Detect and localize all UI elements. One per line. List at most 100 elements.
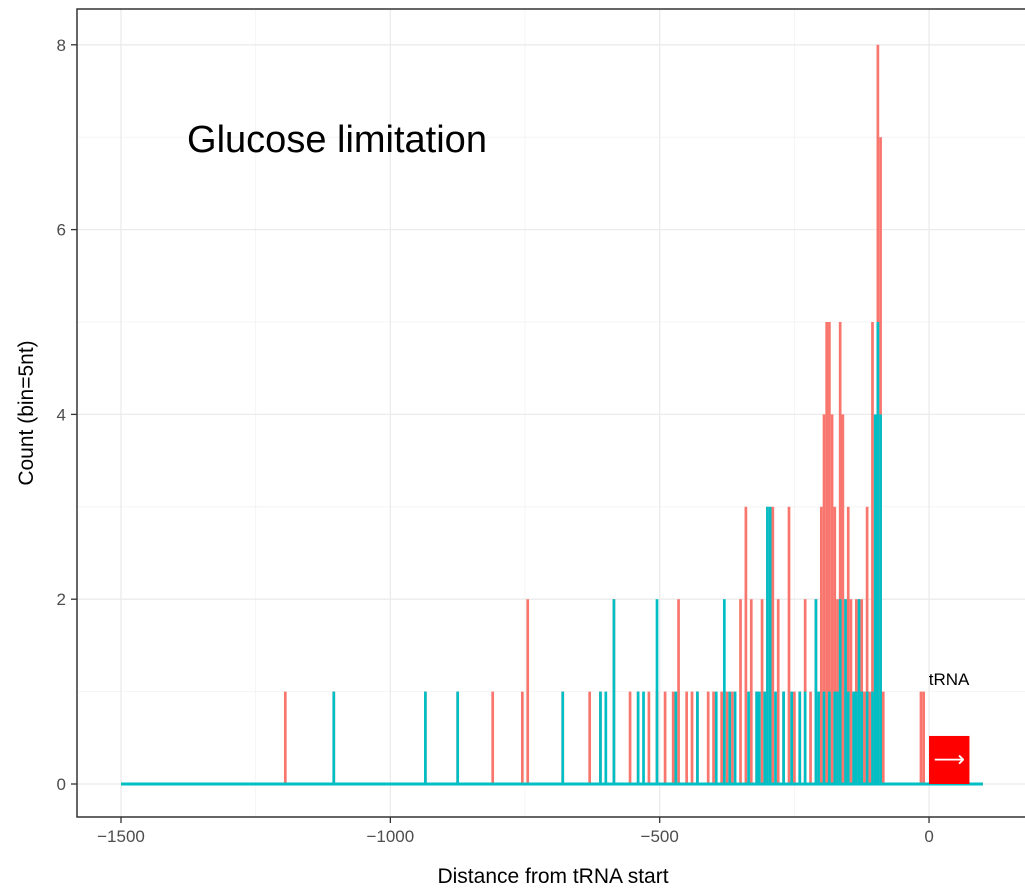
bar (744, 506, 748, 784)
bar (642, 691, 645, 784)
bar (604, 691, 608, 784)
bar (852, 691, 855, 784)
bar (520, 691, 524, 784)
bar (849, 599, 853, 784)
bar (782, 691, 785, 784)
bar (838, 599, 842, 784)
bar (588, 691, 592, 784)
bar (919, 691, 923, 784)
bar (809, 691, 812, 784)
bar (733, 691, 737, 784)
bar (846, 506, 850, 784)
bar (747, 691, 750, 784)
x-tick-label: −1500 (97, 827, 145, 846)
bar (768, 506, 772, 784)
bar (828, 322, 831, 784)
bar (863, 691, 866, 784)
bar (696, 691, 699, 784)
bar (819, 506, 823, 784)
bar (720, 691, 723, 784)
y-tick-label: 0 (57, 775, 66, 794)
bar (690, 691, 694, 784)
y-axis: 0 2 4 6 8 (57, 36, 77, 794)
bar (844, 599, 847, 784)
bar (868, 691, 872, 784)
x-axis-title: Distance from tRNA start (437, 865, 668, 888)
y-axis-title: Count (bin=5nt) (15, 340, 38, 485)
x-tick-label: −1000 (366, 827, 414, 846)
bar (763, 691, 767, 784)
bar (636, 691, 640, 784)
bar (561, 691, 565, 784)
bar (774, 691, 777, 784)
bar (758, 691, 761, 784)
bar (830, 414, 834, 784)
x-tick-label: −500 (641, 827, 679, 846)
bar (612, 599, 616, 784)
bar (865, 506, 869, 784)
bar (833, 506, 837, 784)
bar (628, 691, 632, 784)
bar (663, 691, 667, 784)
bar (725, 691, 729, 784)
bar (760, 599, 764, 784)
bar (424, 691, 427, 784)
y-tick-label: 6 (57, 221, 66, 240)
arrow-icon: ⟶ (933, 747, 965, 772)
bar (793, 691, 796, 784)
bar (871, 691, 874, 784)
bar (685, 691, 688, 784)
bar (871, 322, 874, 784)
bar (833, 691, 837, 784)
major-grid (77, 9, 1025, 817)
bar (712, 691, 715, 784)
bar (798, 691, 802, 784)
trna-box (929, 735, 970, 784)
x-tick-label: 0 (924, 827, 933, 846)
bar (822, 414, 826, 784)
bar (283, 691, 287, 784)
bar (825, 322, 829, 784)
bar (854, 691, 858, 784)
bar (739, 599, 742, 784)
bar (865, 691, 869, 784)
bar (846, 691, 850, 784)
bar (766, 506, 769, 784)
bar (491, 691, 495, 784)
bar (803, 691, 807, 784)
bar (790, 691, 794, 784)
bar (456, 691, 460, 784)
bar (677, 599, 680, 784)
bar (674, 691, 678, 784)
trna-label: tRNA (929, 670, 970, 689)
bar (332, 691, 336, 784)
bar (814, 599, 818, 784)
bar (526, 599, 530, 784)
bar (599, 691, 602, 784)
bar (671, 691, 675, 784)
bar (817, 691, 820, 784)
x-axis: −1500 −1000 −500 0 (97, 817, 934, 846)
panel-border (76, 8, 1025, 818)
bars (121, 44, 983, 786)
bar (728, 691, 732, 784)
bar (787, 506, 791, 784)
bar (714, 691, 718, 784)
gene-feature: ⟶ tRNA (929, 670, 970, 784)
bar (860, 691, 864, 784)
annotation-text: Glucose limitation (187, 119, 487, 161)
bar (749, 599, 753, 784)
bar (655, 599, 659, 784)
bar (876, 322, 880, 784)
bar (647, 691, 651, 784)
bar (857, 599, 861, 784)
bar (836, 691, 839, 784)
bar (873, 414, 877, 784)
bar (881, 691, 885, 784)
bar (731, 691, 734, 784)
bar (841, 414, 845, 784)
y-tick-label: 2 (57, 590, 66, 609)
minor-grid (77, 9, 1025, 817)
bar (828, 691, 831, 784)
